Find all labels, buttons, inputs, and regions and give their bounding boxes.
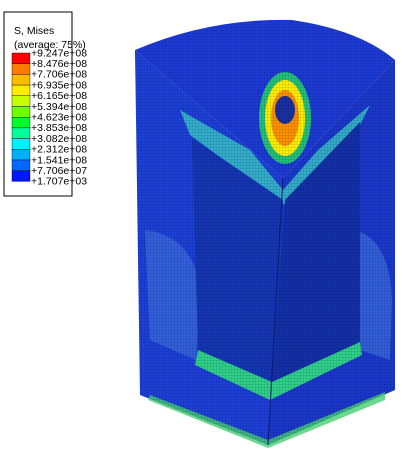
legend-label: +7.706e+08 <box>31 69 87 81</box>
legend-label: +7.706e+07 <box>31 165 87 177</box>
legend-label: +6.165e+08 <box>31 90 87 102</box>
legend-swatch <box>11 149 31 161</box>
legend-swatch <box>11 84 31 96</box>
legend-label: +8.476e+08 <box>31 58 87 70</box>
model <box>135 19 395 448</box>
legend-swatch <box>11 116 31 129</box>
legend-swatch <box>11 170 31 182</box>
legend-title: S, Mises <box>14 25 54 37</box>
legend-swatch <box>11 95 31 107</box>
legend-label: +9.247e+08 <box>31 47 87 59</box>
legend-label: +4.623e+08 <box>31 111 87 123</box>
legend-label: +3.082e+08 <box>31 133 87 145</box>
legend-label: +2.312e+08 <box>31 144 87 156</box>
legend-swatch <box>11 138 31 150</box>
legend-label: +3.853e+08 <box>31 122 87 134</box>
legend-swatch <box>11 106 31 118</box>
legend-label: +1.541e+08 <box>31 154 87 166</box>
legend-swatch <box>11 74 31 86</box>
edge <box>267 177 284 446</box>
legend-subtitle: (average: 75%) <box>14 39 86 51</box>
mesh <box>135 19 395 445</box>
legend: S, Mises (average: 75%) +9.247e+08+8.476… <box>3 11 87 197</box>
legend-swatch <box>11 52 31 64</box>
legend-label: +5.394e+08 <box>31 101 87 113</box>
legend-swatch <box>11 63 31 75</box>
legend-label: +6.935e+08 <box>31 79 87 91</box>
legend-swatch <box>11 159 31 171</box>
legend-swatch <box>11 127 31 139</box>
legend-label: +1.707e+03 <box>31 176 87 188</box>
